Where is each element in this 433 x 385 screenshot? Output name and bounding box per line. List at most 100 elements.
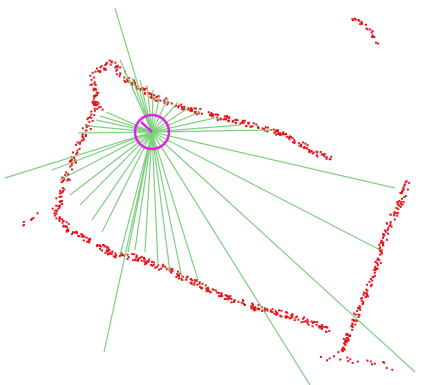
- scan-rays-layer: [4, 7, 416, 385]
- laser-point: [324, 326, 327, 328]
- laser-point: [278, 309, 281, 312]
- laser-point: [90, 113, 93, 116]
- scan-ray: [146, 84, 153, 133]
- laser-point: [166, 103, 169, 106]
- laser-point: [89, 238, 92, 241]
- laser-point: [63, 188, 66, 191]
- laser-point: [362, 300, 365, 303]
- laser-point: [98, 106, 101, 109]
- laser-point: [293, 141, 296, 144]
- laser-point: [96, 101, 99, 104]
- laser-point: [266, 126, 269, 129]
- laser-point: [90, 110, 93, 113]
- laser-point: [104, 245, 107, 248]
- laser-point: [218, 295, 220, 298]
- laser-point: [304, 320, 307, 323]
- laser-point: [318, 326, 321, 329]
- laser-point: [102, 67, 105, 70]
- laser-point: [401, 203, 404, 206]
- laser-point: [189, 109, 192, 112]
- laser-point: [65, 230, 68, 233]
- laser-point: [376, 267, 379, 270]
- laser-point: [367, 295, 369, 298]
- laser-point: [92, 87, 95, 90]
- laser-point: [275, 130, 278, 133]
- laser-point: [345, 337, 348, 339]
- laser-point: [216, 291, 219, 294]
- laser-point: [302, 141, 305, 144]
- laser-point: [344, 344, 347, 346]
- laser-point: [150, 264, 153, 266]
- laser-point: [377, 264, 379, 267]
- laser-point: [215, 113, 218, 116]
- laser-point: [94, 95, 97, 98]
- laser-point: [134, 83, 137, 86]
- laser-point: [352, 19, 354, 22]
- laser-point: [65, 221, 68, 224]
- laser-point: [96, 94, 98, 97]
- laser-point: [55, 217, 58, 220]
- laser-point: [124, 81, 127, 83]
- laser-point: [93, 109, 96, 112]
- laser-point: [55, 197, 58, 200]
- laser-point: [159, 99, 162, 102]
- laser-point: [277, 130, 279, 133]
- laser-point: [143, 89, 146, 92]
- laser-point: [146, 260, 149, 263]
- laser-point: [401, 197, 403, 200]
- laser-point: [193, 281, 196, 284]
- laser-point: [180, 103, 183, 106]
- laser-point: [241, 299, 244, 302]
- laser-point: [207, 290, 210, 293]
- laser-point: [234, 119, 237, 121]
- laser-point: [139, 256, 142, 259]
- laser-point: [366, 359, 369, 362]
- laser-point: [365, 27, 368, 30]
- laser-point: [70, 161, 72, 163]
- laser-point: [306, 318, 309, 321]
- scan-ray: [4, 131, 153, 179]
- laser-point: [348, 334, 351, 337]
- laser-point: [92, 89, 95, 92]
- laser-point: [309, 150, 312, 153]
- laser-point: [382, 241, 385, 244]
- laser-point: [402, 201, 405, 204]
- laser-point: [370, 278, 372, 281]
- laser-point: [216, 119, 219, 121]
- laser-point: [190, 282, 193, 285]
- laser-point: [200, 112, 203, 115]
- laser-point: [228, 119, 230, 122]
- laser-point: [85, 236, 88, 239]
- laser-point: [51, 207, 54, 210]
- laser-point: [217, 113, 220, 116]
- scan-ray: [151, 131, 199, 281]
- laser-point: [389, 221, 392, 223]
- laser-point: [118, 75, 121, 78]
- laser-point: [185, 276, 188, 279]
- laser-point: [114, 252, 117, 255]
- laser-point: [374, 269, 377, 272]
- laser-point: [221, 295, 223, 298]
- laser-point: [74, 161, 77, 164]
- laser-point: [171, 267, 174, 270]
- laser-point: [60, 195, 63, 198]
- laser-point: [351, 362, 354, 364]
- laser-point: [325, 325, 328, 328]
- laser-point: [288, 135, 291, 138]
- laser-point: [149, 96, 152, 99]
- laser-point: [132, 259, 135, 262]
- laser-point: [62, 220, 65, 223]
- laser-point: [76, 141, 79, 144]
- laser-point: [185, 278, 188, 281]
- laser-point: [139, 89, 142, 92]
- laser-point: [344, 338, 347, 341]
- laser-point: [90, 83, 93, 86]
- laser-point: [346, 356, 349, 359]
- laser-point: [379, 250, 382, 253]
- laser-point: [245, 125, 248, 128]
- laser-point: [99, 66, 102, 69]
- laser-point: [378, 259, 381, 262]
- laser-point: [359, 306, 362, 309]
- laser-point: [383, 233, 386, 236]
- laser-point: [194, 107, 197, 110]
